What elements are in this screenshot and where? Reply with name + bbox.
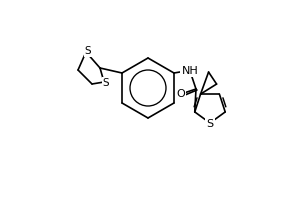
Text: NH: NH [182,66,198,76]
Text: S: S [206,119,214,129]
Text: O: O [177,89,185,99]
Text: S: S [103,78,109,88]
Text: S: S [85,46,91,56]
